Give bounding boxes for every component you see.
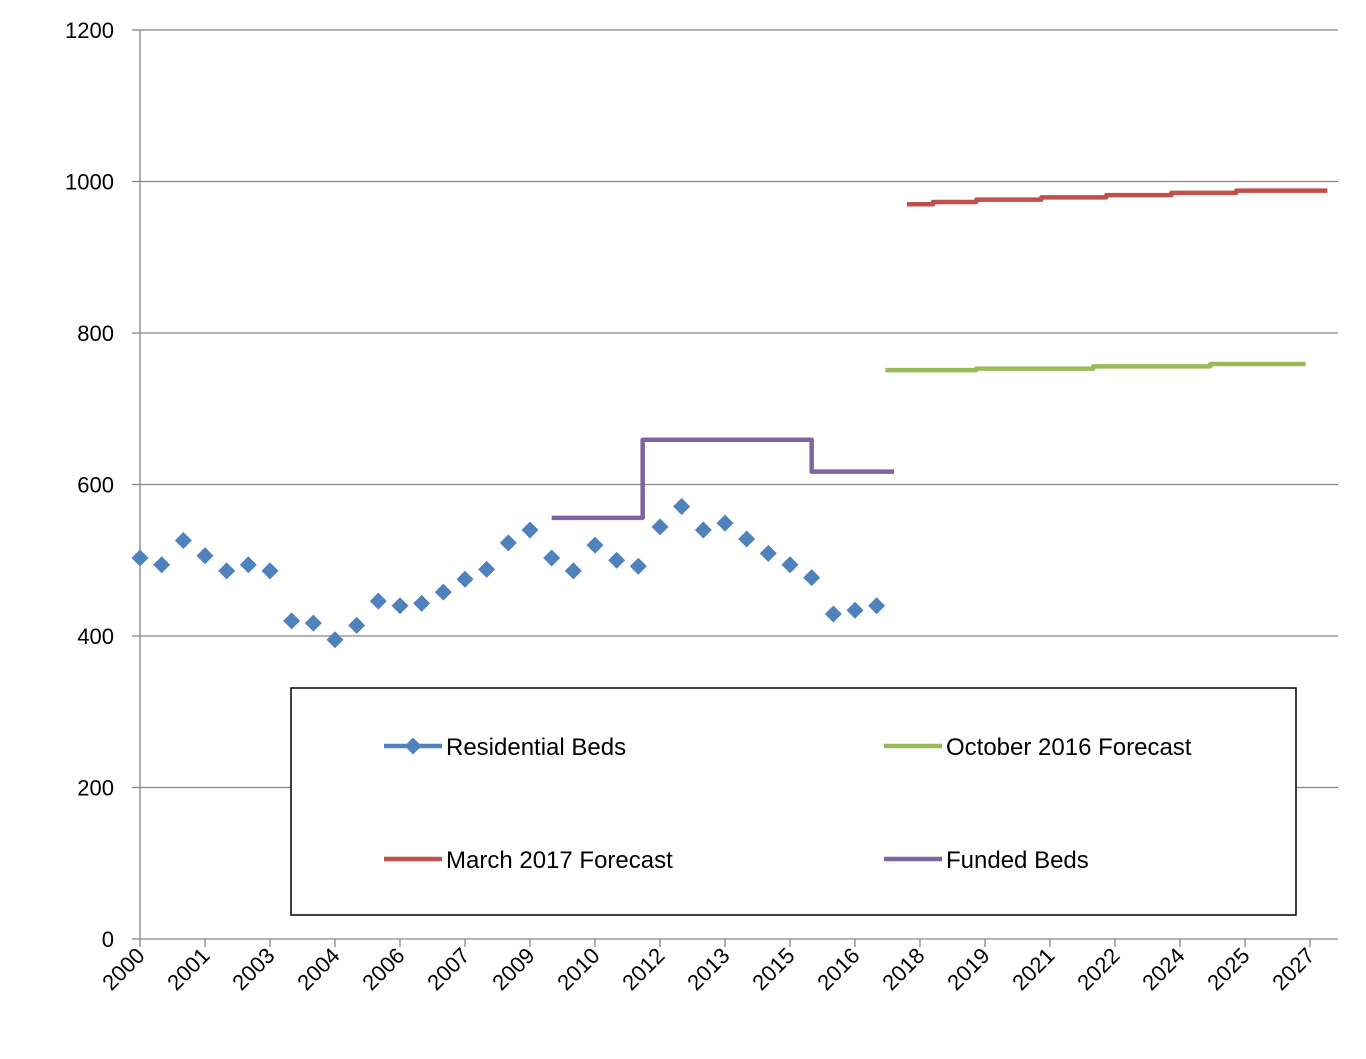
legend-box <box>290 687 1297 916</box>
y-tick-label: 1000 <box>65 170 114 195</box>
data-point <box>608 551 626 569</box>
data-point <box>304 614 322 632</box>
data-point <box>239 556 257 574</box>
legend-item-march-2017-forecast: March 2017 Forecast <box>384 847 673 874</box>
data-point <box>434 583 452 601</box>
data-point <box>781 556 799 574</box>
x-tick-label: 2003 <box>227 943 279 995</box>
legend-label: March 2017 Forecast <box>446 847 673 874</box>
x-tick-label: 2015 <box>747 943 799 995</box>
y-axis: 0 200 400 600 800 1000 1200 <box>65 18 141 952</box>
data-point <box>846 601 864 619</box>
legend-item-residential-beds: Residential Beds <box>384 734 626 761</box>
data-point <box>499 534 517 552</box>
series-october-2016-forecast <box>885 361 1306 373</box>
legend-marker <box>404 737 422 755</box>
series-line <box>551 437 894 521</box>
data-point <box>326 631 344 649</box>
y-tick-label: 800 <box>77 321 114 346</box>
y-tick-label: 400 <box>77 624 114 649</box>
x-tick-label: 2012 <box>617 943 669 995</box>
x-tick-label: 2001 <box>162 943 214 995</box>
legend: Residential Beds October 2016 Forecast Mar… <box>290 687 1297 916</box>
data-point <box>564 562 582 580</box>
data-point <box>218 562 236 580</box>
data-point <box>261 562 279 580</box>
x-tick-label: 2007 <box>422 943 474 995</box>
data-point <box>543 549 561 567</box>
x-tick-label: 2006 <box>357 943 409 995</box>
x-tick-label: 2016 <box>812 943 864 995</box>
data-point <box>651 518 669 536</box>
legend-item-funded-beds: Funded Beds <box>884 847 1089 874</box>
legend-item-october-2016-forecast: October 2016 Forecast <box>884 734 1192 761</box>
gridlines <box>140 29 1338 789</box>
x-tick-label: 2024 <box>1137 943 1189 995</box>
x-tick-label: 2010 <box>552 943 604 995</box>
data-point <box>521 521 539 539</box>
x-tick-label: 2022 <box>1072 943 1124 995</box>
legend-label: October 2016 Forecast <box>946 734 1192 761</box>
data-point <box>348 616 366 634</box>
data-point <box>759 544 777 562</box>
data-point <box>174 532 192 550</box>
y-tick-label: 200 <box>77 776 114 801</box>
x-tick-label: 2004 <box>292 943 344 995</box>
data-point <box>586 536 604 554</box>
series-layer <box>131 188 1328 649</box>
x-axis: 2000 2001 2003 2004 2006 2007 2009 2010 2012 2013… <box>97 938 1338 995</box>
data-point <box>391 597 409 615</box>
data-point <box>131 549 149 567</box>
data-point <box>369 592 387 610</box>
legend-label: Funded Beds <box>946 847 1089 874</box>
x-tick-label: 2019 <box>942 943 994 995</box>
x-tick-label: 2027 <box>1267 943 1319 995</box>
data-point <box>673 497 691 515</box>
data-point <box>868 597 886 615</box>
y-tick-label: 600 <box>77 473 114 498</box>
data-point <box>456 570 474 588</box>
data-point <box>153 556 171 574</box>
y-tick-label: 1200 <box>65 18 114 43</box>
data-point <box>738 530 756 548</box>
data-point <box>478 560 496 578</box>
x-tick-label: 2021 <box>1007 943 1059 995</box>
series-line <box>885 361 1306 373</box>
x-tick-label: 2009 <box>487 943 539 995</box>
data-point <box>803 569 821 587</box>
series-line <box>907 188 1328 207</box>
data-point <box>716 514 734 532</box>
data-point <box>629 557 647 575</box>
series-march-2017-forecast <box>907 188 1328 207</box>
series-funded-beds <box>551 437 894 521</box>
data-point <box>694 521 712 539</box>
data-point <box>283 612 301 630</box>
data-point <box>824 605 842 623</box>
y-tick-label: 0 <box>102 927 114 952</box>
data-point <box>196 547 214 565</box>
data-point <box>413 594 431 612</box>
x-tick-label: 2013 <box>682 943 734 995</box>
x-tick-label: 2018 <box>877 943 929 995</box>
x-tick-label: 2025 <box>1202 943 1254 995</box>
legend-label: Residential Beds <box>446 734 626 761</box>
series-residential-beds <box>131 497 886 649</box>
